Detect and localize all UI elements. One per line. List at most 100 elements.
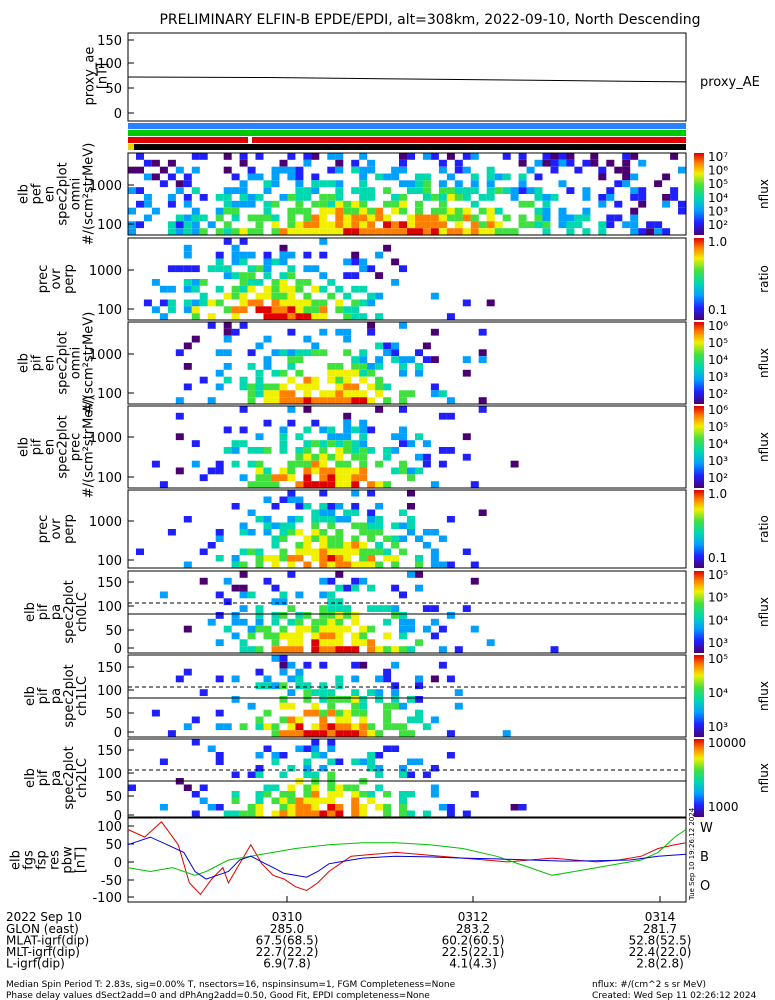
spectrogram-texture [136,490,487,568]
footer-right2: Created: Wed Sep 11 02:26:12 2024 [592,991,757,1000]
colorbar-1-tick: 10² [708,218,728,232]
legend-b: B [700,850,709,865]
colorbar-3-tick: 10² [708,387,728,401]
spectrogram-7-ylabel-line: spec2plot [62,664,77,727]
colorbar-4-tick: 10⁶ [708,403,728,417]
spectrogram-5-tick-label: 1000 [89,515,122,530]
axis-time-0314: 0314 [645,910,676,924]
spectrogram-3-ylabel-line: #/(scm²strMeV) [82,312,97,415]
axis-row-label: L-igrf(dip) [6,957,65,971]
spectrogram-panel-3: 1000100elbpifenspec2plotomni#/(scm²strMe… [17,312,772,415]
spectrogram-1-ylabel-line: #/(scm²strMeV) [82,143,97,246]
proxy-ae-tick-label: 50 [105,82,122,97]
proxy-ae-legend: proxy_AE [700,75,760,90]
spectrogram-6-tick-label: 0 [114,642,122,657]
axis-row-value: 281.7 [643,922,677,936]
spectrogram-6-tick-label: 150 [97,576,122,591]
spectrogram-3-ylabel-line: spec2plot [56,331,71,394]
spectrogram-1-tick-label: 100 [97,218,122,233]
spectrogram-5-ylabel-line: prec [36,515,51,543]
colorbar-1-tick: 10⁷ [708,150,728,164]
proxy-ae-panel: proxy_AE 150 100 50 0 proxy_ae[nT] [83,32,760,122]
spectrogram-7-ylabel-line: pif [36,687,51,704]
status-bar-yellow [128,144,134,150]
colorbar-6-tick: 10⁵ [708,591,728,605]
colorbar-2-tick: 0.1 [708,303,727,317]
colorbar-1-tick: 10⁶ [708,164,728,178]
spectrogram-6-ylabel-line: pa [49,604,64,620]
colorbar-1-label: nflux [757,179,771,209]
colorbar-4-tick: 10³ [708,454,728,468]
axis-row-label: MLT-igrf(dip) [6,945,80,959]
colorbar-3-tick: 10⁶ [708,319,728,333]
fgs-ylabel-line: fsp [35,850,50,870]
spectrogram-6-tick-label: 100 [97,600,122,615]
spectrogram-6-ylabel-line: pif [36,603,51,620]
spectrogram-2-ylabel-line: perp [62,264,77,294]
spectrogram-frame [127,654,687,738]
colorbar-8-tick: 1000 [708,800,739,814]
spectrogram-1-ylabel-line: omni [69,178,84,210]
status-bar-gap [248,137,252,143]
spectrogram-texture [128,153,686,235]
spectrogram-3-ylabel-line: en [43,355,58,371]
spectrogram-frame [127,570,687,654]
spectrogram-1-ylabel-line: elb [17,184,32,204]
spectrogram-texture [159,571,559,653]
spectrogram-texture [128,739,527,817]
spectrogram-4-ylabel-line: prec [69,433,84,461]
axis-row-label: GLON (east) [6,922,79,936]
spectrogram-frame [127,237,687,321]
proxy-ae-series-proxyae [127,76,687,83]
spectrogram-texture [175,322,487,404]
spectrogram-2-ylabel-line: prec [36,265,51,293]
spectrogram-2-ylabel-line: ovr [49,268,64,290]
spectrogram-1-tick-label: 1000 [89,179,122,194]
colorbar-7 [694,655,704,737]
colorbar-3-tick: 10⁵ [708,336,728,350]
fgs-ylabel-line: pbw [61,846,76,874]
spectrogram-texture [143,238,495,320]
colorbar-7-tick: 10⁵ [708,652,728,666]
footer-line1: Median Spin Period T: 2.83s, sig=0.00% T… [6,980,456,990]
fgs-tick-label: 0 [114,856,122,871]
axis-time-0312: 0312 [458,910,489,924]
fgs-series-w [127,821,687,896]
spectrogram-4-tick-label: 1000 [89,431,122,446]
colorbar-6-label: nflux [757,597,771,627]
colorbar-4-tick: 10⁵ [708,420,728,434]
spectrogram-3-tick-label: 1000 [89,348,122,363]
spectrogram-7-tick-label: 50 [105,707,122,722]
spectrogram-panels: 1000100elbpefenspec2plotomni#/(scm²strMe… [17,143,772,824]
fgs-series-o [127,836,687,880]
colorbar-8 [694,739,704,817]
axis-row-value: 4.1(4.3) [449,957,497,971]
colorbar-4-label: nflux [757,432,771,462]
status-bars [128,123,686,150]
status-bar-green [128,130,686,136]
spectrogram-8-ylabel-line: elb [23,768,38,788]
spectrogram-frame [127,152,687,236]
spectrogram-7-tick-label: 150 [97,661,122,676]
spectrogram-panel-1: 1000 100elbpefenspec2plotomni#/(scm²strMe… [17,143,772,246]
axis-row-value: 22.5(22.1) [442,945,505,959]
spectrogram-8-tick-label: 50 [105,790,122,805]
colorbar-1 [694,153,704,235]
axis-row-value: 52.8(52.5) [629,934,692,948]
footer-line2: Phase delay values dSect2add=0 and dPhAn… [6,991,430,1000]
status-bar-black [128,144,686,150]
spectrogram-4-ylabel-line: spec2plot [56,415,71,478]
spectrogram-3-ylabel-line: pif [30,354,45,371]
colorbar-8-label: nflux [757,763,771,793]
colorbar-2 [694,238,704,320]
spectrogram-8-tick-label: 150 [97,744,122,759]
